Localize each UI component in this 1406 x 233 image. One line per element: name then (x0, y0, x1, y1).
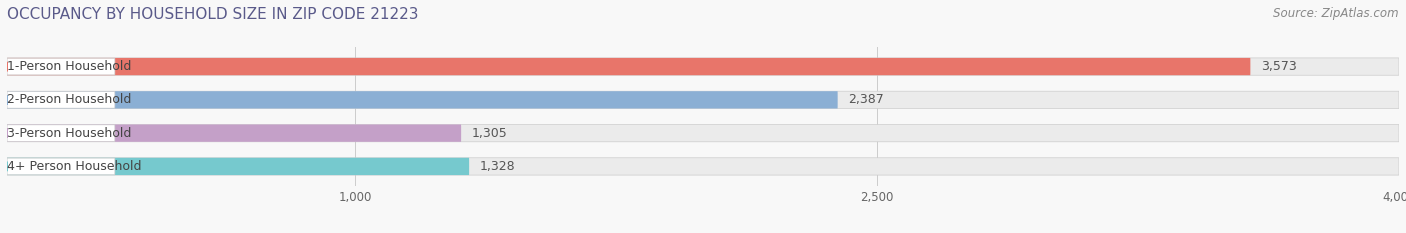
Text: 1,305: 1,305 (471, 127, 508, 140)
Text: Source: ZipAtlas.com: Source: ZipAtlas.com (1274, 7, 1399, 20)
FancyBboxPatch shape (7, 158, 115, 175)
FancyBboxPatch shape (7, 124, 1399, 142)
FancyBboxPatch shape (7, 91, 1399, 109)
FancyBboxPatch shape (7, 92, 115, 108)
FancyBboxPatch shape (7, 158, 470, 175)
Text: 2-Person Household: 2-Person Household (7, 93, 132, 106)
FancyBboxPatch shape (7, 125, 115, 141)
Text: 1,328: 1,328 (479, 160, 515, 173)
Text: 2,387: 2,387 (848, 93, 884, 106)
Text: 1-Person Household: 1-Person Household (7, 60, 132, 73)
FancyBboxPatch shape (7, 91, 838, 109)
FancyBboxPatch shape (7, 58, 115, 75)
FancyBboxPatch shape (7, 58, 1399, 75)
FancyBboxPatch shape (7, 58, 1250, 75)
Text: 3-Person Household: 3-Person Household (7, 127, 132, 140)
Text: OCCUPANCY BY HOUSEHOLD SIZE IN ZIP CODE 21223: OCCUPANCY BY HOUSEHOLD SIZE IN ZIP CODE … (7, 7, 419, 22)
FancyBboxPatch shape (7, 158, 1399, 175)
Text: 4+ Person Household: 4+ Person Household (7, 160, 142, 173)
FancyBboxPatch shape (7, 124, 461, 142)
Text: 3,573: 3,573 (1261, 60, 1296, 73)
